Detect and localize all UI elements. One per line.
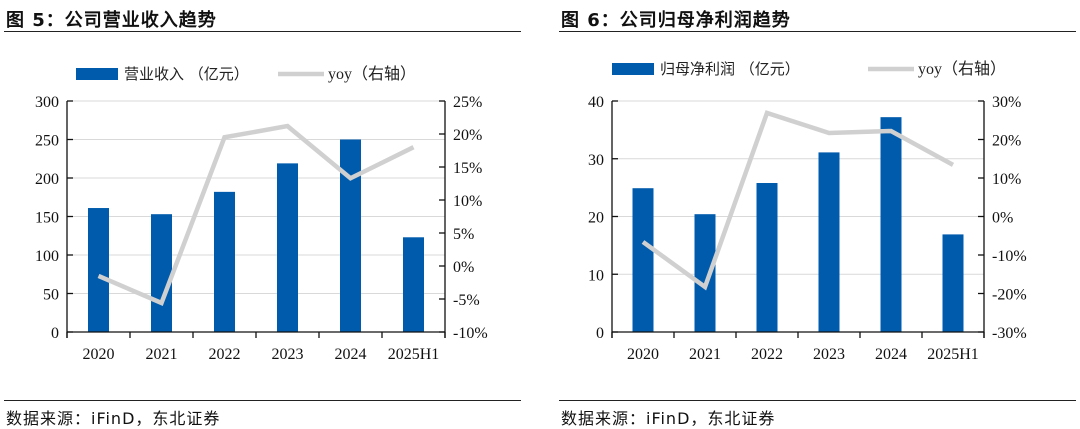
right-tick-label: 10%: [992, 171, 1021, 188]
source-rule: [4, 400, 521, 401]
left-tick-label: 200: [35, 171, 59, 188]
legend-label-line: yoy（右轴）: [918, 60, 1006, 78]
legend-label-bar: 营业收入 （亿元）: [124, 65, 249, 83]
left-tick-label: 20: [588, 210, 604, 227]
right-tick-label: 25%: [453, 94, 482, 111]
left-tick-label: 10: [588, 267, 604, 284]
yoy-line: [641, 110, 955, 291]
legend-swatch-bar: [612, 63, 654, 75]
right-tick-label: 0%: [992, 210, 1013, 227]
revenue-chart: 0 50 100 150 200 250 300 -10% -5% 0% 5% 10% 15% 20% 25…: [35, 65, 488, 363]
right-tick-label: 30%: [992, 94, 1021, 111]
left-tick-label: 150: [35, 210, 59, 227]
x-tick-label: 2021: [146, 346, 178, 363]
figure-5-panel: 图 5：公司营业收入趋势 0 50 100 150 200 250 300 -10% -5% 0%…: [0, 0, 525, 429]
x-tick-label: 2025H1: [927, 346, 979, 363]
left-tick-label: 250: [35, 133, 59, 150]
x-tick-label: 2024: [335, 346, 367, 363]
bar-2023: [277, 163, 298, 332]
bar-2024: [340, 139, 361, 332]
x-tick-label: 2021: [689, 346, 721, 363]
x-tick-label: 2025H1: [388, 346, 440, 363]
legend-swatch-bar: [76, 68, 118, 80]
bar-2022: [756, 183, 778, 332]
bar-2025H1: [942, 234, 964, 332]
title-rule: [559, 31, 1076, 32]
right-tick-label: -20%: [992, 287, 1027, 304]
right-tick-label: 10%: [453, 193, 482, 210]
left-tick-label: 0: [596, 325, 604, 342]
figure-title: 图 6：公司归母净利润趋势: [561, 10, 791, 31]
right-tick-label: 20%: [992, 133, 1021, 150]
right-tick-label: -10%: [992, 248, 1027, 265]
x-tick-label: 2023: [813, 346, 845, 363]
bar-2020: [632, 188, 654, 332]
right-tick-label: -10%: [453, 325, 488, 342]
legend-label-line: yoy（右轴）: [328, 65, 416, 83]
right-tick-label: -30%: [992, 325, 1027, 342]
x-tick-label: 2020: [627, 346, 659, 363]
bar-2023: [818, 152, 840, 332]
x-tick-label: 2023: [272, 346, 304, 363]
left-tick-label: 30: [588, 152, 604, 169]
data-source: 数据来源：iFinD，东北证券: [561, 409, 776, 428]
bar-2025H1: [403, 237, 424, 332]
left-tick-label: 300: [35, 94, 59, 111]
bar-2024: [880, 117, 902, 332]
left-tick-label: 0: [51, 325, 59, 342]
title-rule: [4, 31, 521, 32]
right-tick-label: 5%: [453, 226, 474, 243]
right-tick-label: 15%: [453, 160, 482, 177]
bar-2021: [151, 214, 172, 332]
x-tick-label: 2020: [83, 346, 115, 363]
left-tick-label: 40: [588, 94, 604, 111]
bar-2022: [214, 191, 235, 332]
x-tick-label: 2022: [751, 346, 783, 363]
left-tick-label: 50: [43, 287, 59, 304]
right-tick-label: 0%: [453, 259, 474, 276]
figure-title: 图 5：公司营业收入趋势: [6, 10, 217, 31]
right-tick-label: 20%: [453, 127, 482, 144]
data-source: 数据来源：iFinD，东北证券: [6, 409, 221, 428]
bar-2020: [88, 208, 109, 332]
x-tick-label: 2022: [209, 346, 241, 363]
right-tick-label: -5%: [453, 292, 480, 309]
x-tick-label: 2024: [875, 346, 907, 363]
legend-label-bar: 归母净利润 （亿元）: [660, 60, 800, 78]
bar-2021: [694, 214, 716, 332]
left-tick-label: 100: [35, 248, 59, 265]
net-profit-chart: 0 10 20 30 40 -30% -20% -10% 0% 10% 20% 30% 2020 2021…: [588, 60, 1027, 363]
yoy-line: [97, 123, 415, 306]
source-rule: [559, 400, 1076, 401]
figure-6-panel: 图 6：公司归母净利润趋势 0 10 20 30 40 -30% -20% -10% 0% 10%…: [555, 0, 1080, 429]
